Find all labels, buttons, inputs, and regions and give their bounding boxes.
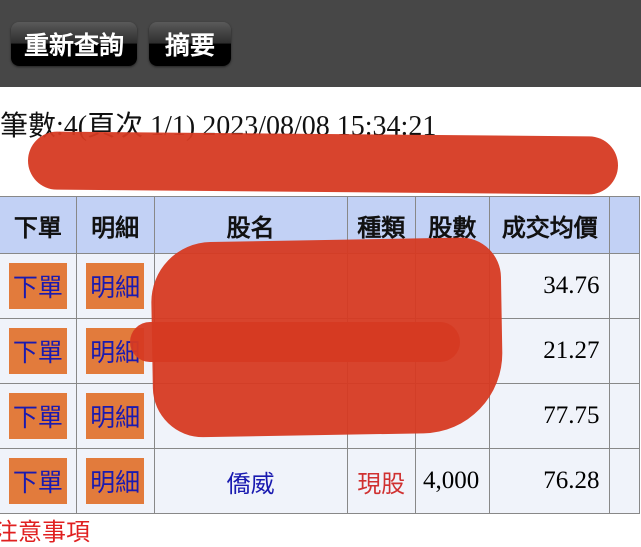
top-toolbar: 重新查詢 摘要: [0, 0, 641, 87]
avg-price: 21.27: [489, 318, 611, 384]
header-order: 下單: [0, 196, 77, 254]
summary-button[interactable]: 摘要: [149, 22, 231, 66]
order-button[interactable]: 下單: [8, 263, 67, 309]
avg-price: 76.28: [489, 448, 611, 514]
header-detail: 明細: [75, 196, 155, 254]
order-button[interactable]: 下單: [8, 458, 67, 504]
detail-button[interactable]: 明細: [86, 393, 145, 439]
shares: 4,000: [414, 448, 491, 514]
table-row: 下單 明細 僑威 現股 4,000 76.28: [0, 448, 640, 514]
requery-button[interactable]: 重新查詢: [11, 22, 137, 66]
avg-price: 77.75: [489, 383, 611, 449]
redaction-mark: [27, 131, 619, 195]
notice-link[interactable]: 注意事項: [0, 518, 90, 546]
order-button[interactable]: 下單: [8, 328, 67, 374]
detail-button[interactable]: 明細: [86, 458, 145, 504]
header-extra: [609, 196, 640, 254]
order-button[interactable]: 下單: [8, 393, 67, 439]
detail-button[interactable]: 明細: [86, 263, 145, 309]
trade-type: 現股: [346, 448, 416, 514]
stock-name[interactable]: 僑威: [153, 448, 348, 514]
header-avg-price: 成交均價: [489, 196, 611, 254]
table-header: 下單 明細 股名 種類 股數 成交均價: [0, 196, 640, 254]
avg-price: 34.76: [489, 253, 611, 319]
redaction-mark: [130, 322, 460, 362]
